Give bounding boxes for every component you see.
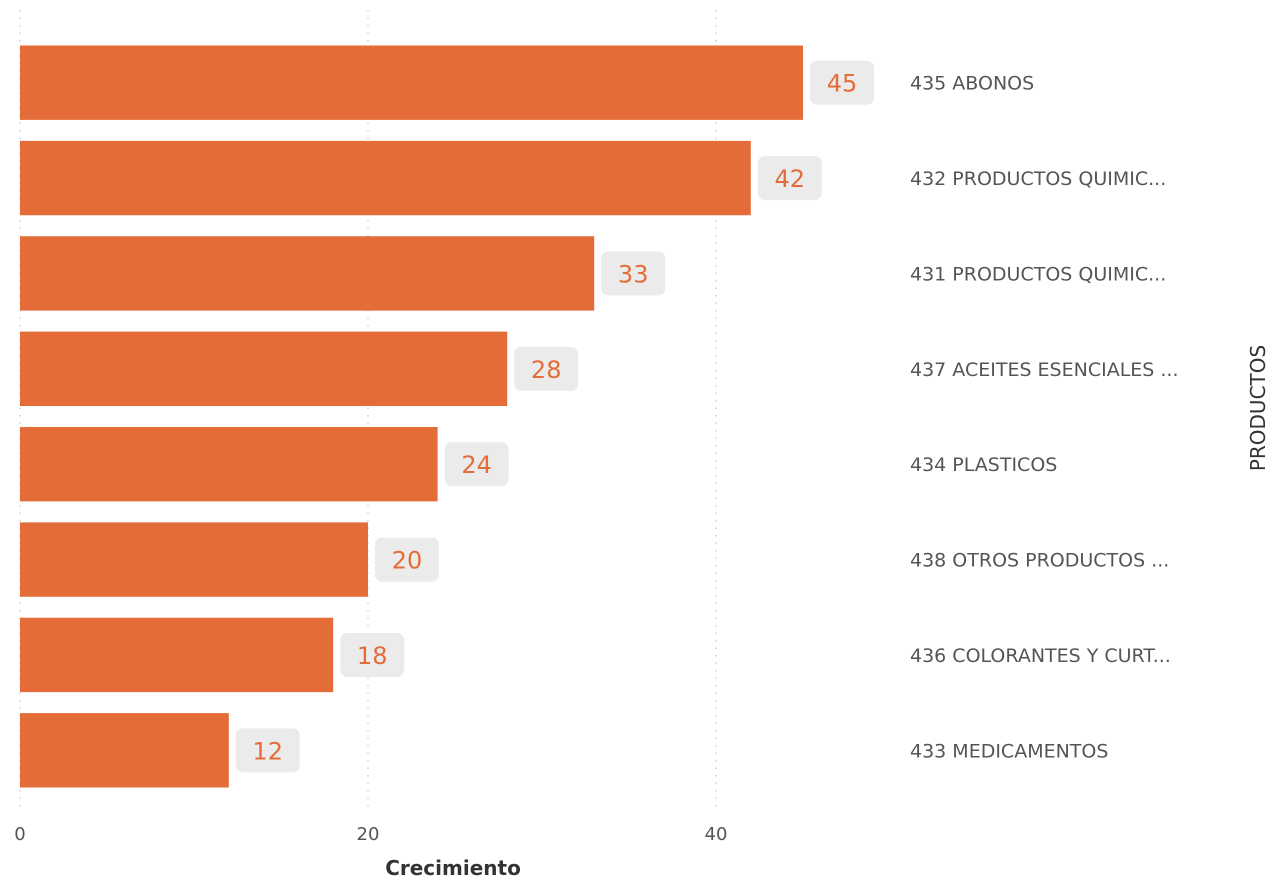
data-label-background: [810, 60, 874, 105]
data-label: 28: [531, 356, 562, 384]
bar: [20, 140, 751, 216]
data-label: 45: [827, 70, 858, 98]
data-label-background: [444, 442, 509, 487]
x-tick-label: 40: [705, 824, 728, 845]
x-axis-title: Crecimiento: [385, 856, 521, 880]
bar: [20, 426, 438, 502]
data-label: 24: [461, 451, 492, 479]
data-label: 18: [357, 642, 388, 670]
data-label-background: [235, 728, 300, 773]
category-label: 431 PRODUCTOS QUIMIC...: [910, 263, 1166, 285]
data-label-background: [340, 632, 405, 677]
bar: [20, 522, 368, 597]
bars: [20, 45, 803, 788]
x-tick-label: 0: [14, 824, 25, 845]
value-axis: 0 20 40: [14, 824, 727, 845]
data-label: 20: [392, 547, 423, 575]
bar: [20, 236, 595, 311]
category-label: 436 COLORANTES Y CURT...: [910, 645, 1171, 667]
bar: [20, 713, 229, 788]
data-label: 42: [775, 165, 806, 193]
data-label-background: [757, 156, 822, 201]
bar: [20, 45, 803, 120]
category-axis: 435 ABONOS 432 PRODUCTOS QUIMIC... 431 PRO…: [910, 73, 1179, 763]
data-label-background: [601, 251, 666, 296]
category-label: 435 ABONOS: [910, 73, 1034, 95]
bar: [20, 617, 334, 693]
data-labels: 45 42 33 28 24 20 18 12: [235, 60, 874, 773]
y-axis-title: PRODUCTOS: [1246, 345, 1270, 471]
bar: [20, 331, 508, 407]
data-label: 12: [253, 737, 284, 765]
category-label: 434 PLASTICOS: [910, 454, 1057, 476]
data-label: 33: [618, 260, 649, 288]
category-label: 438 OTROS PRODUCTOS ...: [910, 550, 1169, 572]
x-tick-label: 20: [357, 824, 380, 845]
data-label-background: [375, 537, 439, 582]
category-label: 437 ACEITES ESENCIALES ...: [910, 359, 1179, 381]
data-label-background: [514, 346, 579, 391]
category-label: 432 PRODUCTOS QUIMIC...: [910, 168, 1166, 190]
category-label: 433 MEDICAMENTOS: [910, 740, 1108, 762]
